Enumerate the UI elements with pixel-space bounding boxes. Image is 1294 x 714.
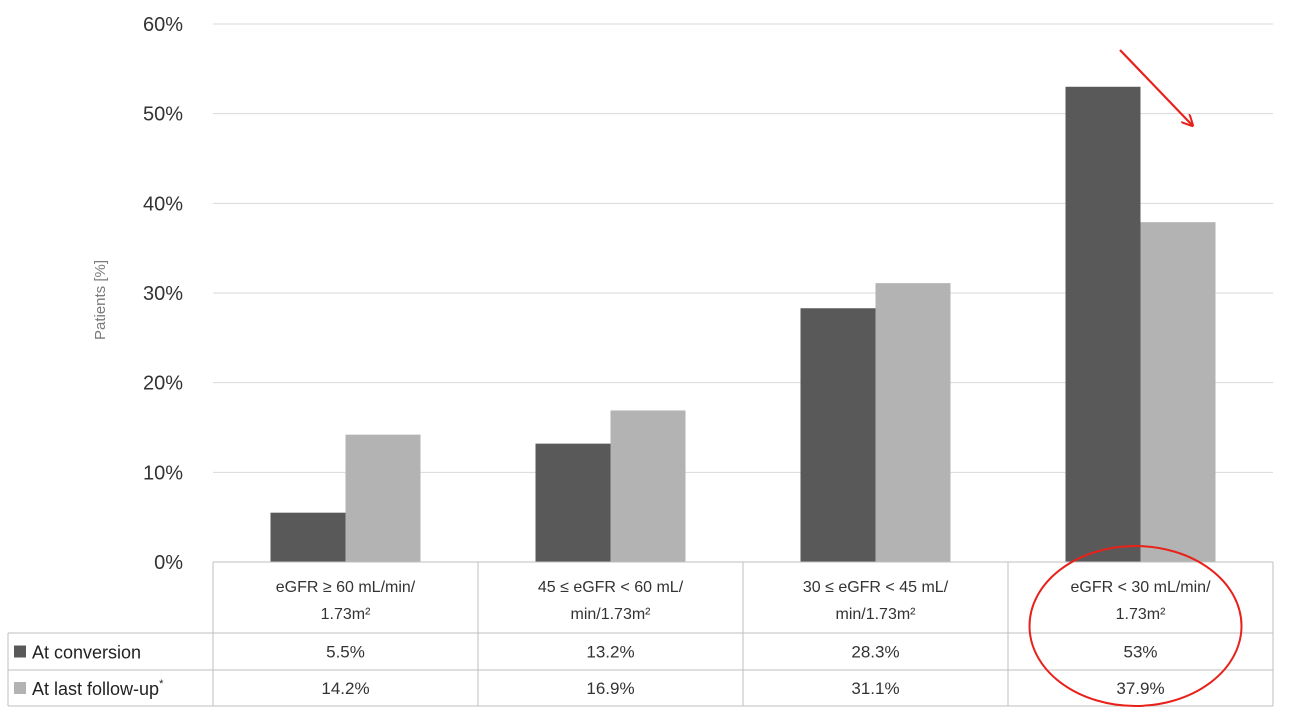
y-tick-label: 30% [143,283,183,305]
category-label: min/1.73m² [835,606,916,623]
bar-at-conversion [1065,86,1141,563]
category-label: 30 ≤ eGFR < 45 mL/ [803,579,949,596]
category-label: 1.73m² [321,606,371,623]
y-axis-ticks: 0% 10% 20% 30% 40% 50% 60% [143,14,183,574]
category-label: 45 ≤ eGFR < 60 mL/ [538,579,684,596]
bar-at-conversion [800,308,876,562]
annotation-arrow [1119,49,1192,125]
legend-swatch-at-last-follow-up [14,682,26,694]
bar-at-conversion [535,443,611,562]
category-label: 1.73m² [1116,606,1166,623]
legend-swatch-at-conversion [14,645,26,658]
value-label-at-conversion: 13.2% [586,643,634,662]
y-tick-label: 40% [143,193,183,215]
y-tick-label: 60% [143,14,183,36]
y-tick-label: 10% [143,462,183,484]
category-label: min/1.73m² [570,606,651,623]
value-label-at-conversion: 5.5% [326,643,365,662]
category-label: eGFR ≥ 60 mL/min/ [276,579,416,596]
bar-at-last-follow-up [1140,222,1216,562]
category-label: eGFR < 30 mL/min/ [1070,579,1211,596]
y-axis-title: Patients [%] [92,260,109,340]
legend-label-at-conversion: At conversion [32,643,141,663]
bar-at-last-follow-up [875,283,951,562]
annotation-ellipse [1028,545,1243,707]
data-table: eGFR ≥ 60 mL/min/1.73m² 45 ≤ eGFR < 60 mL… [7,561,1274,707]
value-label-at-last-follow-up: 31.1% [851,679,899,698]
bar-at-conversion [270,512,346,562]
legend-label-at-last-follow-up: At last follow-up* [32,678,164,699]
annotations [1028,49,1243,707]
value-label-at-last-follow-up: 37.9% [1116,679,1164,698]
bar-at-last-follow-up [610,410,686,562]
value-label-at-conversion: 28.3% [851,643,899,662]
y-tick-label: 50% [143,104,183,126]
y-tick-label: 20% [143,373,183,395]
value-label-at-last-follow-up: 14.2% [321,679,369,698]
bar-at-last-follow-up [345,434,421,562]
value-label-at-last-follow-up: 16.9% [586,679,634,698]
y-tick-label: 0% [154,552,183,574]
value-label-at-conversion: 53% [1123,643,1157,662]
bars [270,86,1216,563]
